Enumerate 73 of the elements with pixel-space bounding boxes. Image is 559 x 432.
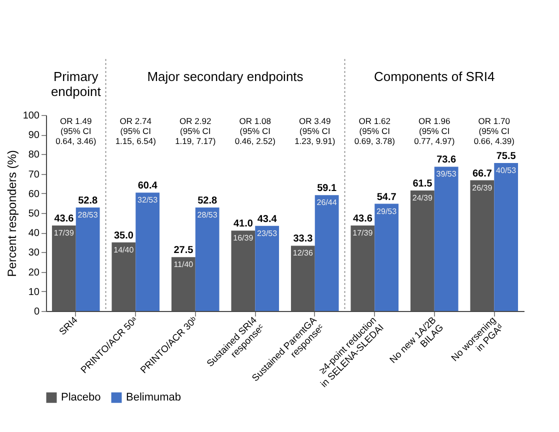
y-tick-label: 40 bbox=[28, 228, 40, 240]
y-tick-label: 90 bbox=[28, 130, 40, 142]
data-label: 43.6 bbox=[54, 214, 74, 225]
bar bbox=[112, 242, 136, 311]
text: Primary endpoint bbox=[50, 69, 102, 99]
annotation: 39/53 bbox=[436, 170, 457, 179]
annotation: 14/40 bbox=[114, 245, 134, 254]
y-tick-label: 80 bbox=[28, 150, 40, 161]
annotation: 24/39 bbox=[412, 193, 433, 202]
annotation: OR 1.70 (95% CI 0.66, 4.39) bbox=[474, 116, 515, 146]
data-label: 27.5 bbox=[174, 245, 194, 256]
text: Components of SRI4 bbox=[374, 69, 495, 84]
bar bbox=[231, 230, 256, 311]
annotation: 28/53 bbox=[197, 210, 218, 220]
annotation: 26/44 bbox=[316, 198, 338, 208]
bar bbox=[255, 226, 280, 311]
data-label: 75.5 bbox=[496, 151, 516, 162]
y-tick-label: 20 bbox=[28, 267, 40, 278]
data-label: 59.1 bbox=[317, 183, 337, 194]
bar bbox=[290, 246, 315, 311]
y-tick-label: 70 bbox=[28, 169, 40, 180]
annotation: OR 1.96 (95% CI 0.77, 4.97) bbox=[414, 116, 455, 146]
annotation: 40/53 bbox=[496, 166, 517, 176]
legend-label: Belimumab bbox=[126, 392, 182, 404]
annotation: 28/53 bbox=[78, 210, 98, 220]
text: Major secondary endpoints bbox=[147, 69, 304, 84]
annotation: OR 3.49 (95% CI 1.23, 9.91) bbox=[294, 116, 336, 146]
bar bbox=[470, 180, 494, 311]
bar bbox=[171, 257, 196, 311]
y-tick-label: 30 bbox=[28, 248, 40, 259]
annotation: OR 1.49 (95% CI 0.64, 3.46) bbox=[56, 116, 96, 146]
y-tick-label: 50 bbox=[28, 208, 40, 220]
y-tick-label: 10 bbox=[28, 286, 40, 298]
bar bbox=[350, 226, 375, 311]
data-label: 52.8 bbox=[78, 196, 98, 207]
y-tick-label: 100 bbox=[22, 110, 40, 122]
annotation: 11/40 bbox=[174, 260, 194, 270]
data-label: 35.0 bbox=[114, 230, 134, 242]
annotation: 12/36 bbox=[292, 248, 314, 258]
annotation: 26/39 bbox=[472, 183, 493, 192]
annotation: 17/39 bbox=[352, 228, 374, 238]
annotation: OR 2.92 (95% CI 1.19, 7.17) bbox=[175, 116, 216, 146]
y-tick-label: 60 bbox=[28, 188, 40, 200]
bar bbox=[410, 190, 434, 311]
bar bbox=[434, 166, 458, 311]
data-label: 43.6 bbox=[352, 214, 373, 225]
data-label: 66.7 bbox=[472, 168, 492, 180]
annotation: 32/53 bbox=[138, 196, 158, 205]
annotation: OR 1.62 (95% CI 0.69, 3.78) bbox=[354, 116, 396, 146]
data-label: 33.3 bbox=[293, 234, 314, 245]
bar bbox=[195, 208, 220, 311]
data-label: 41.0 bbox=[233, 218, 254, 230]
data-label: 60.4 bbox=[138, 180, 158, 192]
bar bbox=[136, 192, 160, 311]
bar bbox=[494, 163, 518, 311]
y-tick-label: 0 bbox=[34, 306, 40, 318]
data-label: 54.7 bbox=[376, 192, 397, 203]
data-label: 61.5 bbox=[412, 178, 433, 190]
annotation: OR 1.08 (95% CI 0.46, 2.52) bbox=[234, 116, 276, 146]
legend-label: Placebo bbox=[61, 392, 101, 404]
annotation: 29/53 bbox=[376, 206, 398, 216]
y-axis-title: Percent responders (%) bbox=[4, 150, 19, 277]
annotation: OR 2.74 (95% CI 1.15, 6.54) bbox=[115, 116, 156, 146]
annotation: 17/39 bbox=[54, 228, 74, 238]
bar bbox=[52, 226, 76, 311]
data-label: 52.8 bbox=[198, 196, 218, 207]
bar bbox=[374, 204, 399, 311]
bar bbox=[76, 208, 100, 311]
bar bbox=[314, 195, 339, 311]
data-label: 43.4 bbox=[257, 214, 278, 225]
annotation: 23/53 bbox=[257, 228, 278, 238]
data-label: 73.6 bbox=[436, 154, 456, 166]
annotation: 16/39 bbox=[233, 234, 254, 243]
